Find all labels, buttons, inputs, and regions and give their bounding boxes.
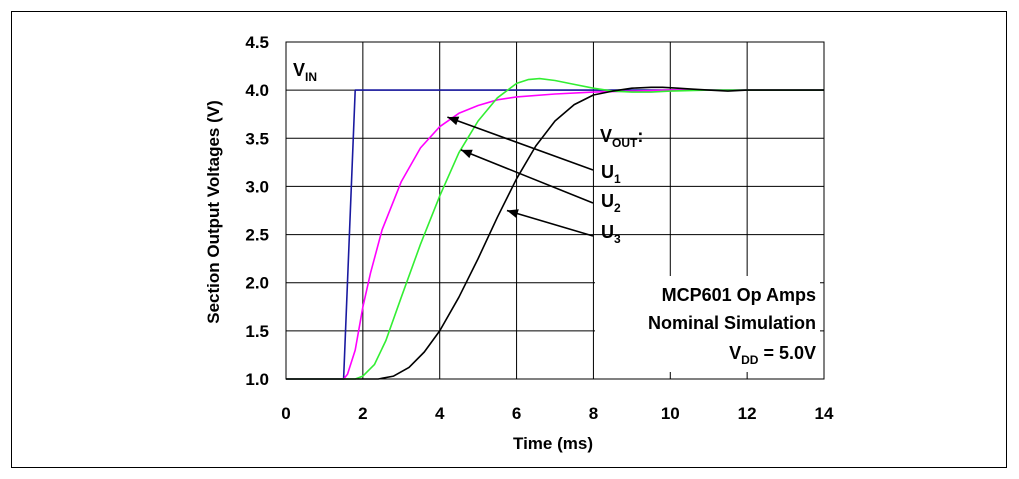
arrowhead-u1 xyxy=(447,116,460,126)
x-axis-label: Time (ms) xyxy=(513,434,593,453)
arrowhead-u2 xyxy=(460,149,473,159)
vout-label: VOUT: xyxy=(600,126,643,150)
annotation-arrows xyxy=(447,116,594,237)
x-tick-label: 10 xyxy=(661,404,680,423)
note-line-2: Nominal Simulation xyxy=(648,313,816,333)
vdd-label: VDD = 5.0V xyxy=(729,343,816,367)
axis-ticks: 0 2 4 6 8 10 12 14 1.0 1.5 2.0 2.5 3.0 3.5 4.0 4.5 xyxy=(245,33,834,423)
arrow-u2 xyxy=(460,149,594,204)
u1-label: U1 xyxy=(601,162,621,186)
y-tick-label: 3.0 xyxy=(245,177,269,196)
x-tick-label: 6 xyxy=(512,404,521,423)
series-line-u3 xyxy=(286,86,824,380)
x-tick-label: 8 xyxy=(589,404,598,423)
arrow-u1 xyxy=(447,116,594,171)
u2-label: U2 xyxy=(601,191,621,215)
plot-area-border xyxy=(285,41,825,380)
note-box xyxy=(595,276,820,372)
vin-label: VIN xyxy=(293,60,317,84)
y-tick-label: 4.0 xyxy=(245,81,269,100)
x-tick-label: 2 xyxy=(358,404,367,423)
x-tick-label: 4 xyxy=(435,404,445,423)
x-tick-label: 12 xyxy=(738,404,757,423)
y-tick-label: 2.5 xyxy=(245,226,269,245)
y-axis-label: Section Output Voltages (V) xyxy=(204,100,223,324)
figure-border xyxy=(11,11,1007,468)
arrow-u3 xyxy=(506,209,594,237)
y-tick-label: 1.5 xyxy=(245,322,269,341)
series-line-u2 xyxy=(286,77,824,380)
note-line-1: MCP601 Op Amps xyxy=(662,285,816,305)
x-tick-label: 0 xyxy=(281,404,290,423)
u3-label: U3 xyxy=(601,222,621,246)
y-tick-label: 1.0 xyxy=(245,370,269,389)
arrowhead-u3 xyxy=(506,209,519,218)
y-tick-label: 2.0 xyxy=(245,274,269,293)
y-tick-label: 3.5 xyxy=(245,129,269,148)
x-tick-label: 14 xyxy=(815,404,834,423)
y-tick-label: 4.5 xyxy=(245,33,269,52)
